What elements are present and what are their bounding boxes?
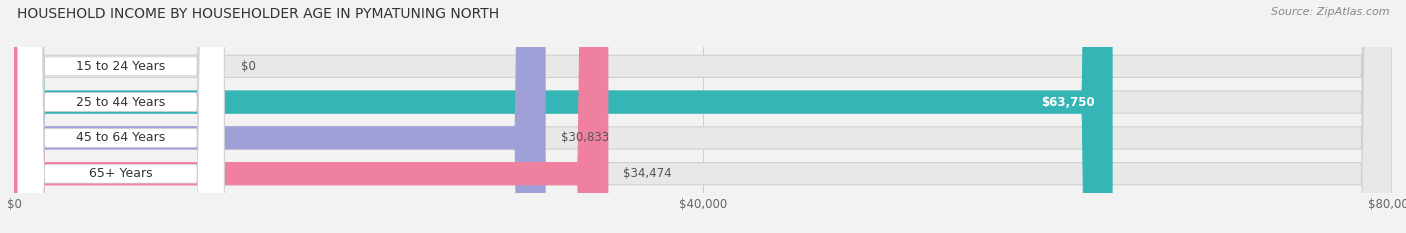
FancyBboxPatch shape — [14, 0, 607, 233]
FancyBboxPatch shape — [17, 0, 224, 233]
Text: $0: $0 — [242, 60, 256, 73]
Text: 15 to 24 Years: 15 to 24 Years — [76, 60, 166, 73]
FancyBboxPatch shape — [14, 0, 1392, 233]
Text: 65+ Years: 65+ Years — [89, 167, 153, 180]
FancyBboxPatch shape — [17, 0, 224, 233]
Text: HOUSEHOLD INCOME BY HOUSEHOLDER AGE IN PYMATUNING NORTH: HOUSEHOLD INCOME BY HOUSEHOLDER AGE IN P… — [17, 7, 499, 21]
Text: $34,474: $34,474 — [623, 167, 672, 180]
FancyBboxPatch shape — [17, 0, 224, 233]
Text: 25 to 44 Years: 25 to 44 Years — [76, 96, 166, 109]
Text: $63,750: $63,750 — [1042, 96, 1095, 109]
FancyBboxPatch shape — [14, 0, 1392, 233]
FancyBboxPatch shape — [14, 0, 1392, 233]
FancyBboxPatch shape — [14, 0, 546, 233]
FancyBboxPatch shape — [14, 0, 1392, 233]
FancyBboxPatch shape — [17, 0, 224, 233]
Text: Source: ZipAtlas.com: Source: ZipAtlas.com — [1271, 7, 1389, 17]
Text: $30,833: $30,833 — [561, 131, 609, 144]
Text: 45 to 64 Years: 45 to 64 Years — [76, 131, 166, 144]
FancyBboxPatch shape — [14, 0, 1112, 233]
